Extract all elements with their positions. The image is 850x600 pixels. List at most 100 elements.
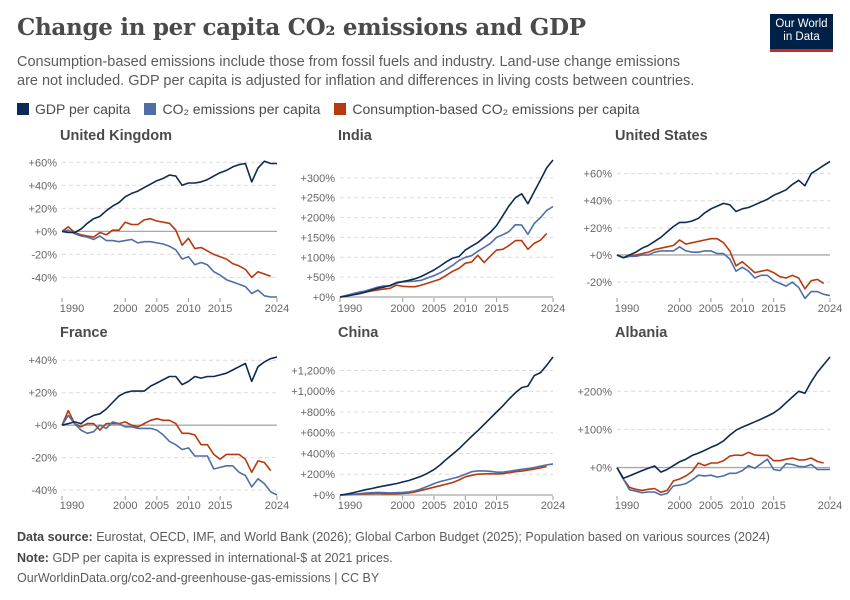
- x-tick-label: 2010: [453, 303, 477, 315]
- x-tick-label: 2015: [761, 303, 785, 315]
- x-tick-label: 2005: [699, 500, 723, 512]
- y-tick-label: +20%: [584, 223, 613, 235]
- y-tick-label: +60%: [29, 157, 58, 169]
- y-tick-label: +0%: [313, 292, 336, 304]
- footer: Data source: Eurostat, OECD, IMF, and Wo…: [17, 527, 770, 589]
- y-tick-label: +0%: [313, 490, 336, 502]
- y-tick-label: +1,200%: [291, 365, 335, 377]
- y-tick-label: -40%: [31, 272, 57, 284]
- x-tick-label: 2000: [667, 303, 691, 315]
- legend-label: Consumption-based CO₂ emissions per capi…: [352, 101, 640, 117]
- x-tick-label: 2015: [484, 500, 508, 512]
- x-tick-label: 2024: [818, 500, 842, 512]
- panel-china: China +1,200% +1,000% +800% +600% +400% +200% +…: [291, 325, 565, 512]
- y-tick-label: +300%: [300, 173, 335, 185]
- y-tick-label: +0%: [35, 420, 58, 432]
- y-tick-label: +200%: [300, 213, 335, 225]
- note: Note: GDP per capita is expressed in int…: [17, 548, 770, 569]
- source-text: Eurostat, OECD, IMF, and World Bank (202…: [96, 530, 770, 544]
- source-url[interactable]: OurWorldinData.org/co2-and-greenhouse-ga…: [17, 571, 380, 585]
- y-tick-label: +100%: [577, 424, 612, 436]
- owid-logo[interactable]: Our World in Data: [770, 14, 833, 52]
- x-tick-label: 2010: [730, 500, 754, 512]
- gdp-line[interactable]: [61, 356, 278, 426]
- gdp-line[interactable]: [616, 160, 831, 259]
- y-tick-label: -20%: [31, 249, 57, 261]
- panel-united-states: United States +60% +40% +20% +0% -20% 1990 2000…: [584, 128, 843, 315]
- x-tick-label: 2005: [145, 500, 169, 512]
- x-tick-label: 2010: [453, 500, 477, 512]
- consumption-co2-line[interactable]: [61, 409, 272, 474]
- y-tick-label: +150%: [300, 232, 335, 244]
- panel-united-kingdom: United Kingdom +60% +40% +20% +0% -20% -40% 199…: [29, 128, 290, 315]
- y-tick-label: +0%: [590, 250, 613, 262]
- co2-line[interactable]: [61, 229, 277, 298]
- x-tick-label: 2024: [265, 303, 289, 315]
- legend: GDP per capita CO₂ emissions per capita …: [17, 101, 640, 117]
- x-tick-label: 2010: [730, 303, 754, 315]
- y-tick-label: +100%: [300, 252, 335, 264]
- x-tick-label: 1990: [338, 500, 362, 512]
- panel-title: Albania: [615, 325, 668, 341]
- co2-line[interactable]: [616, 458, 830, 496]
- x-tick-label: 2000: [667, 500, 691, 512]
- panel-title: China: [338, 325, 379, 341]
- x-tick-label: 2015: [484, 303, 508, 315]
- x-tick-label: 2024: [541, 500, 565, 512]
- chart-title: Change in per capita CO₂ emissions and G…: [17, 14, 586, 41]
- note-text: GDP per capita is expressed in internati…: [52, 550, 393, 565]
- y-tick-label: +200%: [300, 469, 335, 481]
- gdp-line[interactable]: [616, 356, 831, 480]
- x-tick-label: 1990: [60, 303, 84, 315]
- panel-title: France: [60, 325, 108, 341]
- y-tick-label: +0%: [35, 226, 58, 238]
- y-tick-label: +40%: [584, 196, 613, 208]
- x-tick-label: 2015: [208, 500, 232, 512]
- y-tick-label: -20%: [586, 277, 612, 289]
- x-tick-label: 2015: [761, 500, 785, 512]
- panel-albania: Albania +200% +100% +0% 1990 2000 2005 2010 2015…: [577, 325, 842, 512]
- y-tick-label: +1,000%: [291, 386, 335, 398]
- legend-item-gdp[interactable]: GDP per capita: [17, 101, 130, 117]
- x-tick-label: 2024: [265, 500, 289, 512]
- x-tick-label: 2005: [145, 303, 169, 315]
- co2-line[interactable]: [616, 246, 831, 300]
- co2-line[interactable]: [339, 463, 554, 496]
- consumption-co2-line[interactable]: [61, 217, 271, 279]
- consumption-co2-line[interactable]: [616, 451, 824, 494]
- note-label: Note:: [17, 550, 49, 565]
- legend-swatch-consumption: [334, 103, 347, 115]
- gdp-line[interactable]: [61, 160, 277, 234]
- consumption-co2-line[interactable]: [339, 232, 548, 298]
- x-tick-label: 2005: [422, 500, 446, 512]
- x-tick-label: 2024: [818, 303, 842, 315]
- gdp-line[interactable]: [339, 159, 554, 298]
- y-tick-label: +800%: [300, 407, 335, 419]
- legend-item-consumption[interactable]: Consumption-based CO₂ emissions per capi…: [334, 101, 640, 117]
- y-tick-label: +250%: [300, 193, 335, 205]
- legend-label: CO₂ emissions per capita: [162, 101, 321, 117]
- y-tick-label: +60%: [584, 169, 613, 181]
- legend-label: GDP per capita: [35, 101, 131, 117]
- x-tick-label: 1990: [615, 303, 639, 315]
- y-tick-label: +50%: [307, 272, 336, 284]
- gdp-line[interactable]: [339, 356, 554, 496]
- x-tick-label: 2000: [390, 500, 414, 512]
- consumption-co2-line[interactable]: [339, 465, 547, 496]
- panel-france: France +40% +20% +0% -20% -40%1990 2000 2005 201…: [29, 325, 290, 512]
- legend-swatch-co2: [144, 103, 157, 115]
- co2-line[interactable]: [61, 414, 278, 496]
- x-tick-label: 1990: [615, 500, 639, 512]
- x-tick-label: 2005: [422, 303, 446, 315]
- y-tick-label: +0%: [590, 463, 613, 475]
- x-tick-label: 2000: [390, 303, 414, 315]
- data-source: Data source: Eurostat, OECD, IMF, and Wo…: [17, 527, 770, 548]
- x-tick-label: 2024: [541, 303, 565, 315]
- y-tick-label: -20%: [31, 453, 57, 465]
- panel-title: United Kingdom: [60, 128, 172, 144]
- x-tick-label: 2010: [176, 500, 200, 512]
- co2-line[interactable]: [339, 205, 554, 298]
- legend-item-co2[interactable]: CO₂ emissions per capita: [144, 101, 320, 117]
- consumption-co2-line[interactable]: [616, 237, 825, 290]
